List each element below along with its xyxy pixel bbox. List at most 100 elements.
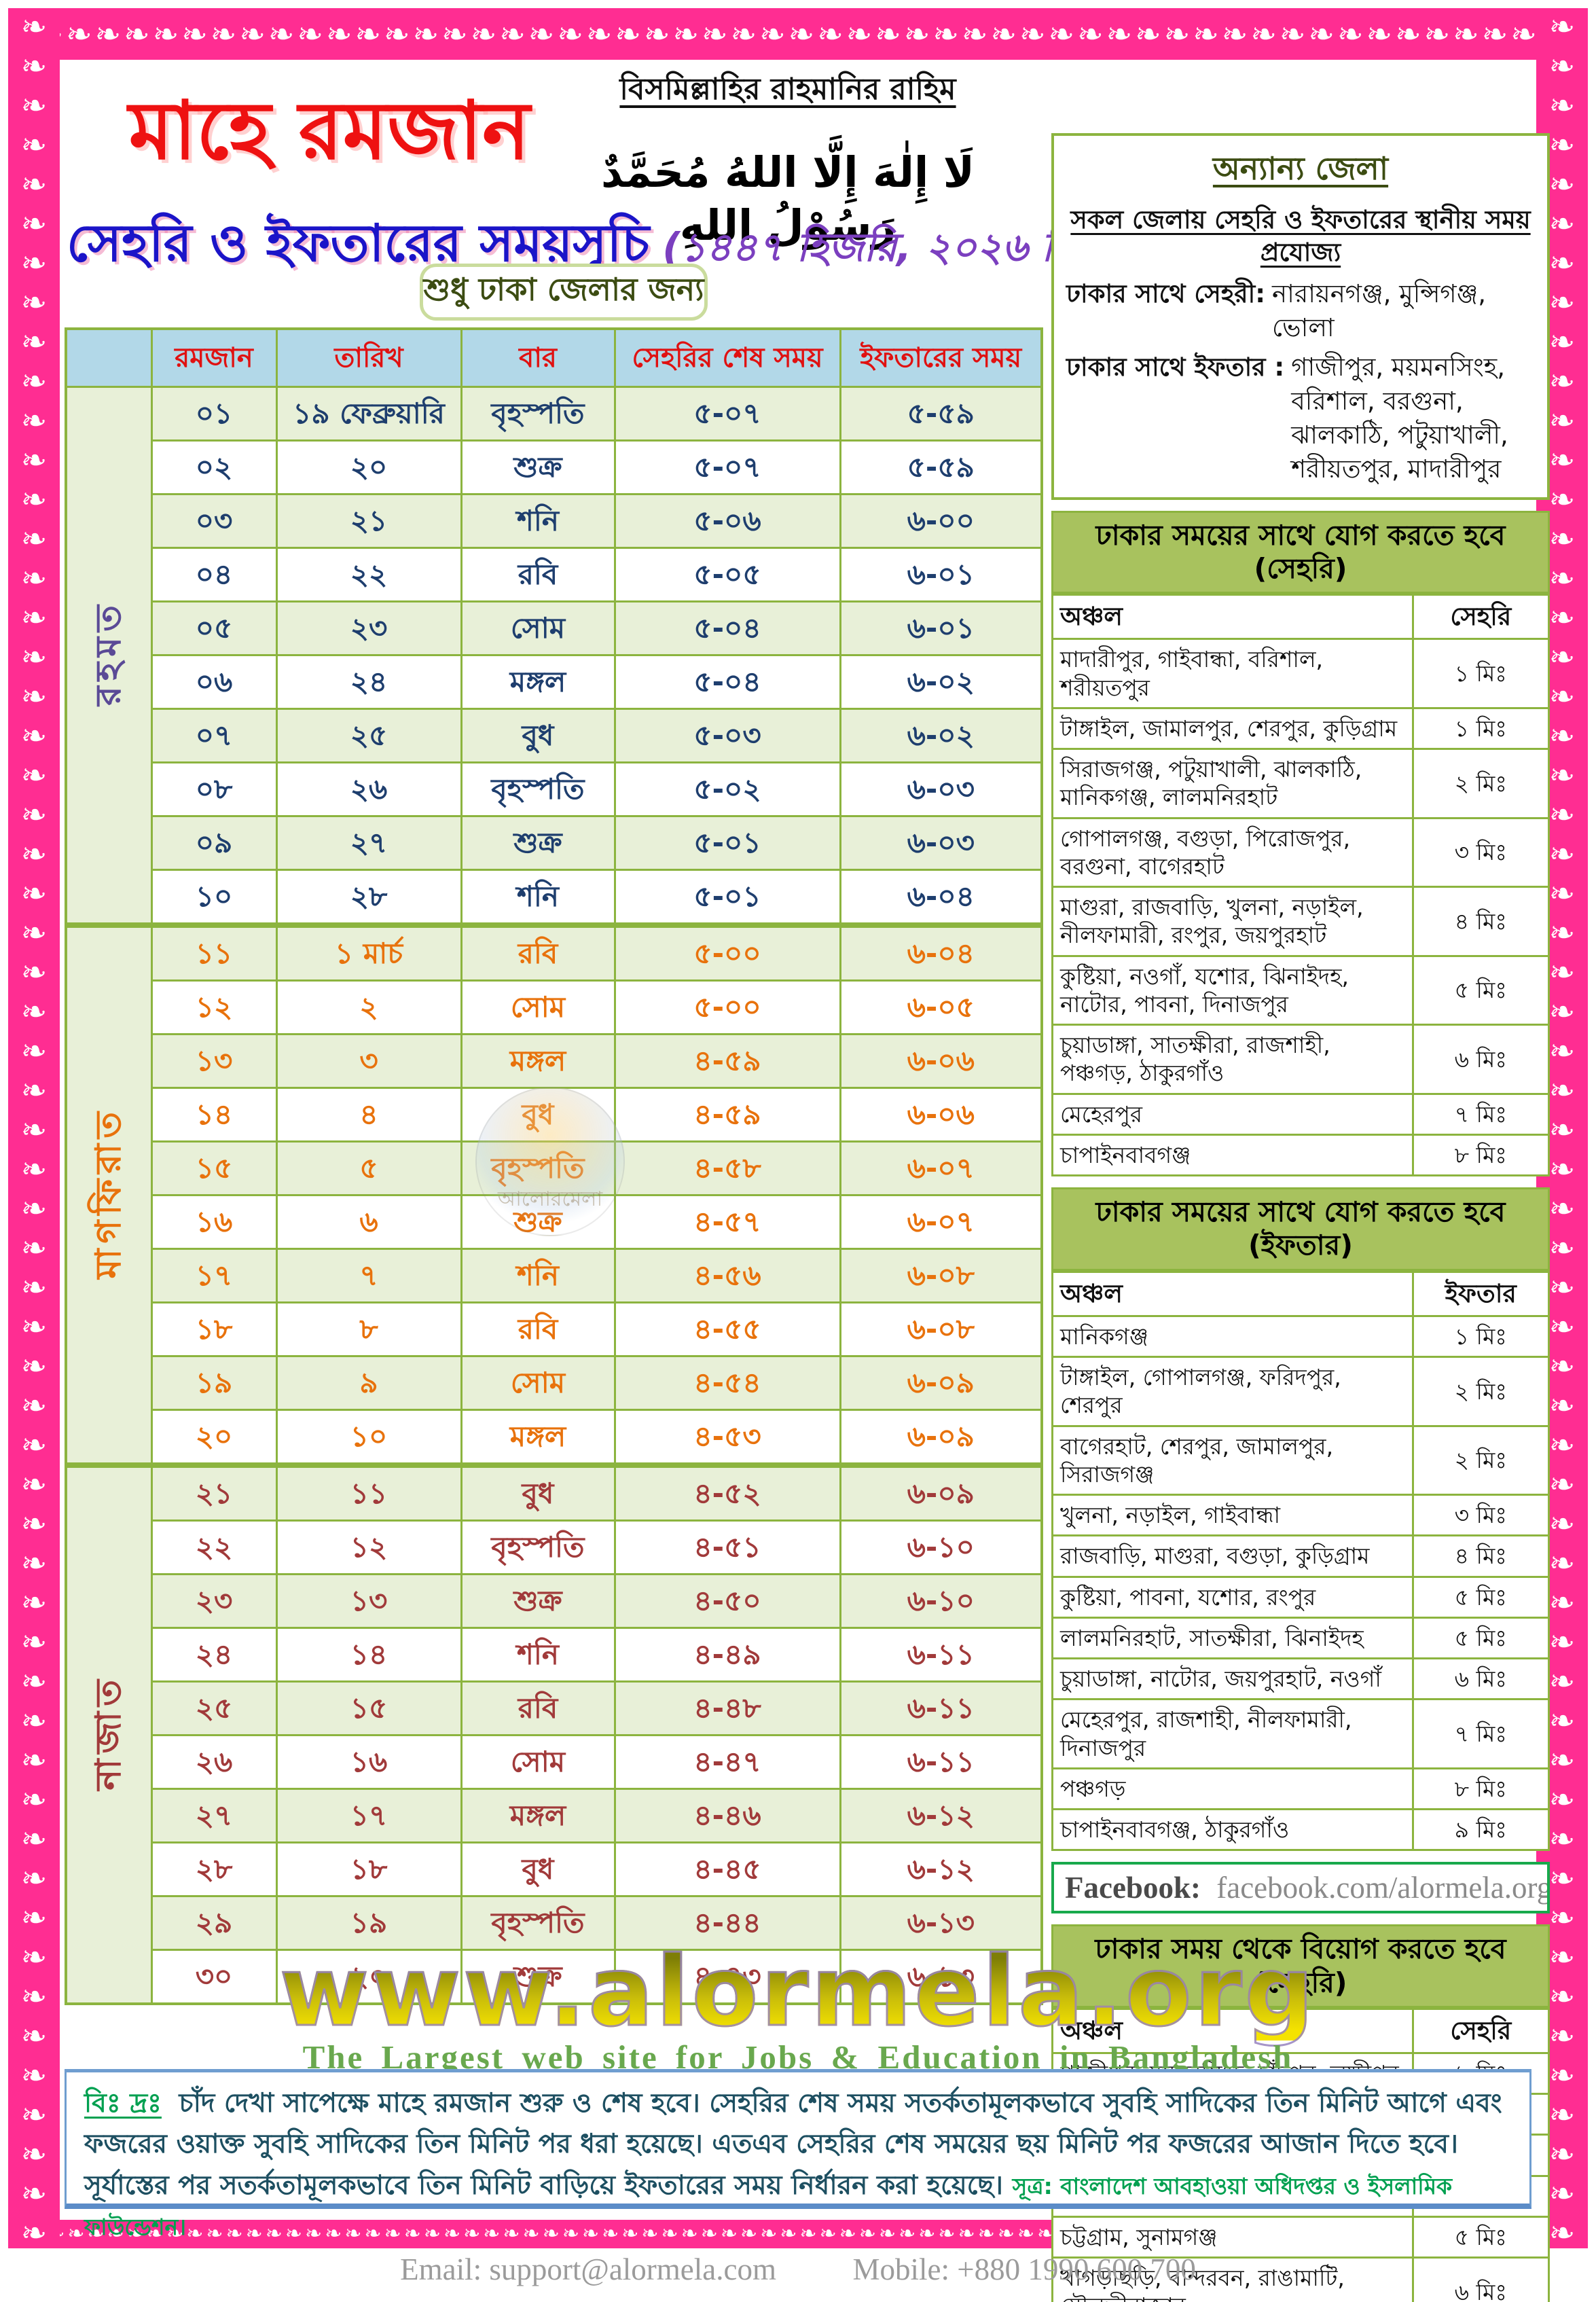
iftar-time-cell: ৬-০৮ xyxy=(839,1248,1043,1303)
ramadan-day-cell: ০২ xyxy=(150,439,278,495)
table-row: ০৩ ২১ শনি ৫-০৬ ৬-০০ xyxy=(66,493,1043,549)
table-row: ১৩ ৩ মঙ্গল ৪-৫৯ ৬-০৬ xyxy=(66,1033,1043,1089)
minutes-value: ৯ মিঃ xyxy=(1411,1808,1550,1852)
date-cell: ৫ xyxy=(275,1140,463,1196)
date-cell: ২২ xyxy=(275,547,463,603)
email-label: Email: xyxy=(400,2252,482,2286)
local-time-note: সকল জেলায় সেহরি ও ইফতারের স্থানীয় সময়… xyxy=(1070,205,1531,268)
ramadan-day-cell: ০১ xyxy=(150,386,278,442)
same-sehri-label: ঢাকার সাথে সেহরী: xyxy=(1066,279,1266,309)
weekday-cell: শনি xyxy=(460,1248,616,1303)
ramadan-day-cell: ২৫ xyxy=(150,1680,278,1736)
contact-line: Email: support@alormela.com Mobile: +880… xyxy=(0,2252,1596,2287)
district-names: রাজবাড়ি, মাগুরা, বগুড়া, কুড়িগ্রাম xyxy=(1051,1534,1414,1578)
minutes-value: ৫ মিঃ xyxy=(1411,1575,1550,1619)
district-row: চট্টগ্রাম, সুনামগঞ্জ ৫ মিঃ xyxy=(1051,2215,1550,2259)
sehri-time-cell: ৫-০৪ xyxy=(613,654,841,710)
district-row: মাগুরা, রাজবাড়ি, খুলনা, নড়াইল, নীলফামা… xyxy=(1051,886,1550,957)
minutes-value: ১ মিঃ xyxy=(1411,1314,1550,1359)
district-names: খাগড়াছড়ি, বান্দরবন, রাঙামাটি, মৌলভীবাজ… xyxy=(1051,2256,1414,2302)
minutes-value: ৪ মিঃ xyxy=(1411,1534,1550,1578)
ramadan-day-cell: ০৯ xyxy=(150,815,278,871)
date-cell: ১২ xyxy=(275,1519,463,1575)
weekday-cell: রবি xyxy=(460,1680,616,1736)
sehri-time-cell: ৫-০২ xyxy=(613,761,841,817)
weekday-cell: রবি xyxy=(460,1301,616,1357)
district-row: খাগড়াছড়ি, বান্দরবন, রাঙামাটি, মৌলভীবাজ… xyxy=(1051,2256,1550,2302)
minutes-value: ৬ মিঃ xyxy=(1411,1657,1550,1701)
sehri-time-cell: ৪-৫০ xyxy=(613,1573,841,1629)
district-row: চাপাইনবাবগঞ্জ ৮ মিঃ xyxy=(1051,1133,1550,1177)
district-row: খুলনা, নড়াইল, গাইবান্ধা ৩ মিঃ xyxy=(1051,1494,1550,1537)
date-cell: ১৬ xyxy=(275,1734,463,1790)
district-row: কুষ্টিয়া, নওগাঁ, যশোর, ঝিনাইদহ, নাটোর, … xyxy=(1051,954,1550,1026)
table-row: ০৭ ২৫ বুধ ৫-০৩ ৬-০২ xyxy=(66,708,1043,763)
table-row: ১৯ ৯ সোম ৪-৫৪ ৬-০৯ xyxy=(66,1355,1043,1411)
section-header-row: অঞ্চল ইফতার xyxy=(1051,1270,1550,1317)
timetable-header-row: রমজান তারিখ বার সেহরির শেষ সময় ইফতারের … xyxy=(65,327,1043,388)
weekday-cell: মঙ্গল xyxy=(460,1788,616,1844)
sehri-time-cell: ৪-৫৭ xyxy=(613,1194,841,1250)
ramadan-day-cell: ২০ xyxy=(150,1409,278,1467)
date-cell: ২০ xyxy=(275,439,463,495)
date-cell: ১৫ xyxy=(275,1680,463,1736)
district-row: সিরাজগঞ্জ, পটুয়াখালী, ঝালকাঠি, মানিকগঞ্… xyxy=(1051,748,1550,819)
iftar-time-cell: ৬-০৬ xyxy=(839,1087,1043,1143)
col-iftar-time: ইফতারের সময় xyxy=(839,327,1043,388)
district-names: মানিকগঞ্জ xyxy=(1051,1314,1414,1359)
district-names: পঞ্চগড় xyxy=(1051,1767,1414,1811)
weekday-cell: বুধ xyxy=(460,708,616,763)
weekday-cell: শুক্র xyxy=(460,815,616,871)
district-row: চুয়াডাঙ্গা, নাটোর, জয়পুরহাট, নওগাঁ ৬ মি… xyxy=(1051,1657,1550,1701)
same-iftar-districts: গাজীপুর, ময়মনসিংহ, বরিশাল, বরগুনা, ঝালক… xyxy=(1291,353,1508,484)
weekday-cell: বুধ xyxy=(460,1841,616,1897)
minutes-value: ৫ মিঃ xyxy=(1411,2215,1550,2259)
sehri-time-cell: ৫-০৭ xyxy=(613,439,841,495)
sehri-time-cell: ৪-৫১ xyxy=(613,1519,841,1575)
district-row: লালমনিরহাট, সাতক্ষীরা, ঝিনাইদহ ৫ মিঃ xyxy=(1051,1616,1550,1660)
sehri-time-cell: ৫-০০ xyxy=(613,979,841,1035)
col-region-label: অঞ্চল xyxy=(1051,594,1414,641)
sehri-time-cell: ৪-৫৩ xyxy=(613,1409,841,1467)
section-title: ঢাকার সময়ের সাথে যোগ করতে হবে (সেহরি) xyxy=(1051,510,1550,594)
iftar-time-cell: ৫-৫৯ xyxy=(839,386,1043,442)
iftar-time-cell: ৬-০৪ xyxy=(839,869,1043,927)
phase-label: মাগফিরাত xyxy=(65,922,153,1467)
sehri-time-cell: ৪-৫৫ xyxy=(613,1301,841,1357)
page-title: মাহে রমজান xyxy=(128,84,530,177)
weekday-cell: বৃহস্পতি xyxy=(460,761,616,817)
date-cell: ২৬ xyxy=(275,761,463,817)
district-row: মেহেরপুর ৭ মিঃ xyxy=(1051,1092,1550,1136)
sehri-time-cell: ৫-০৩ xyxy=(613,708,841,763)
ramadan-day-cell: ২৯ xyxy=(150,1895,278,1951)
date-cell: ২৪ xyxy=(275,654,463,710)
frame-border-left: ❧❧❧❧❧❧❧❧❧❧❧❧❧❧❧❧❧❧❧❧❧❧❧❧❧❧❧❧❧❧❧❧❧❧❧❧❧❧❧❧… xyxy=(8,8,60,2248)
minutes-value: ২ মিঃ xyxy=(1411,1356,1550,1427)
date-cell: ১৮ xyxy=(275,1841,463,1897)
weekday-cell: বুধ xyxy=(460,1462,616,1522)
date-cell: ৮ xyxy=(275,1301,463,1357)
weekday-cell: শুক্র xyxy=(460,1949,616,2005)
iftar-time-cell: ৬-১১ xyxy=(839,1680,1043,1736)
table-row: ১০ ২৮ শনি ৫-০১ ৬-০৪ xyxy=(66,869,1043,927)
table-row: ২৯ ১৯ বৃহস্পতি ৪-৪৪ ৬-১৩ xyxy=(66,1895,1043,1951)
date-cell: ২৮ xyxy=(275,869,463,927)
date-cell: ১০ xyxy=(275,1409,463,1467)
date-cell: ২৫ xyxy=(275,708,463,763)
ramadan-day-cell: ১৩ xyxy=(150,1033,278,1089)
table-row: ০৮ ২৬ বৃহস্পতি ৫-০২ ৬-০৩ xyxy=(66,761,1043,817)
table-row: ০২ ২০ শুক্র ৫-০৭ ৫-৫৯ xyxy=(66,439,1043,495)
ramadan-day-cell: ০৮ xyxy=(150,761,278,817)
district-names: গোপালগঞ্জ, বগুড়া, পিরোজপুর, বরগুনা, বাগ… xyxy=(1051,816,1414,888)
side-panel: অন্যান্য জেলা সকল জেলায় সেহরি ও ইফতারের… xyxy=(1051,133,1550,2302)
other-districts-title: অন্যান্য জেলা xyxy=(1212,150,1389,187)
iftar-time-cell: ৬-০৬ xyxy=(839,1033,1043,1089)
weekday-cell: শুক্র xyxy=(460,439,616,495)
minutes-value: ৫ মিঃ xyxy=(1411,954,1550,1026)
adjustment-sections: ঢাকার সময়ের সাথে যোগ করতে হবে (সেহরি) অঞ… xyxy=(1051,510,1550,2302)
table-row: ২৫ ১৫ রবি ৪-৪৮ ৬-১১ xyxy=(66,1680,1043,1736)
sehri-time-cell: ৪-৪৩ xyxy=(613,1949,841,2005)
corner-cell xyxy=(65,327,153,388)
table-row: ০৪ ২২ রবি ৫-০৫ ৬-০১ xyxy=(66,547,1043,603)
